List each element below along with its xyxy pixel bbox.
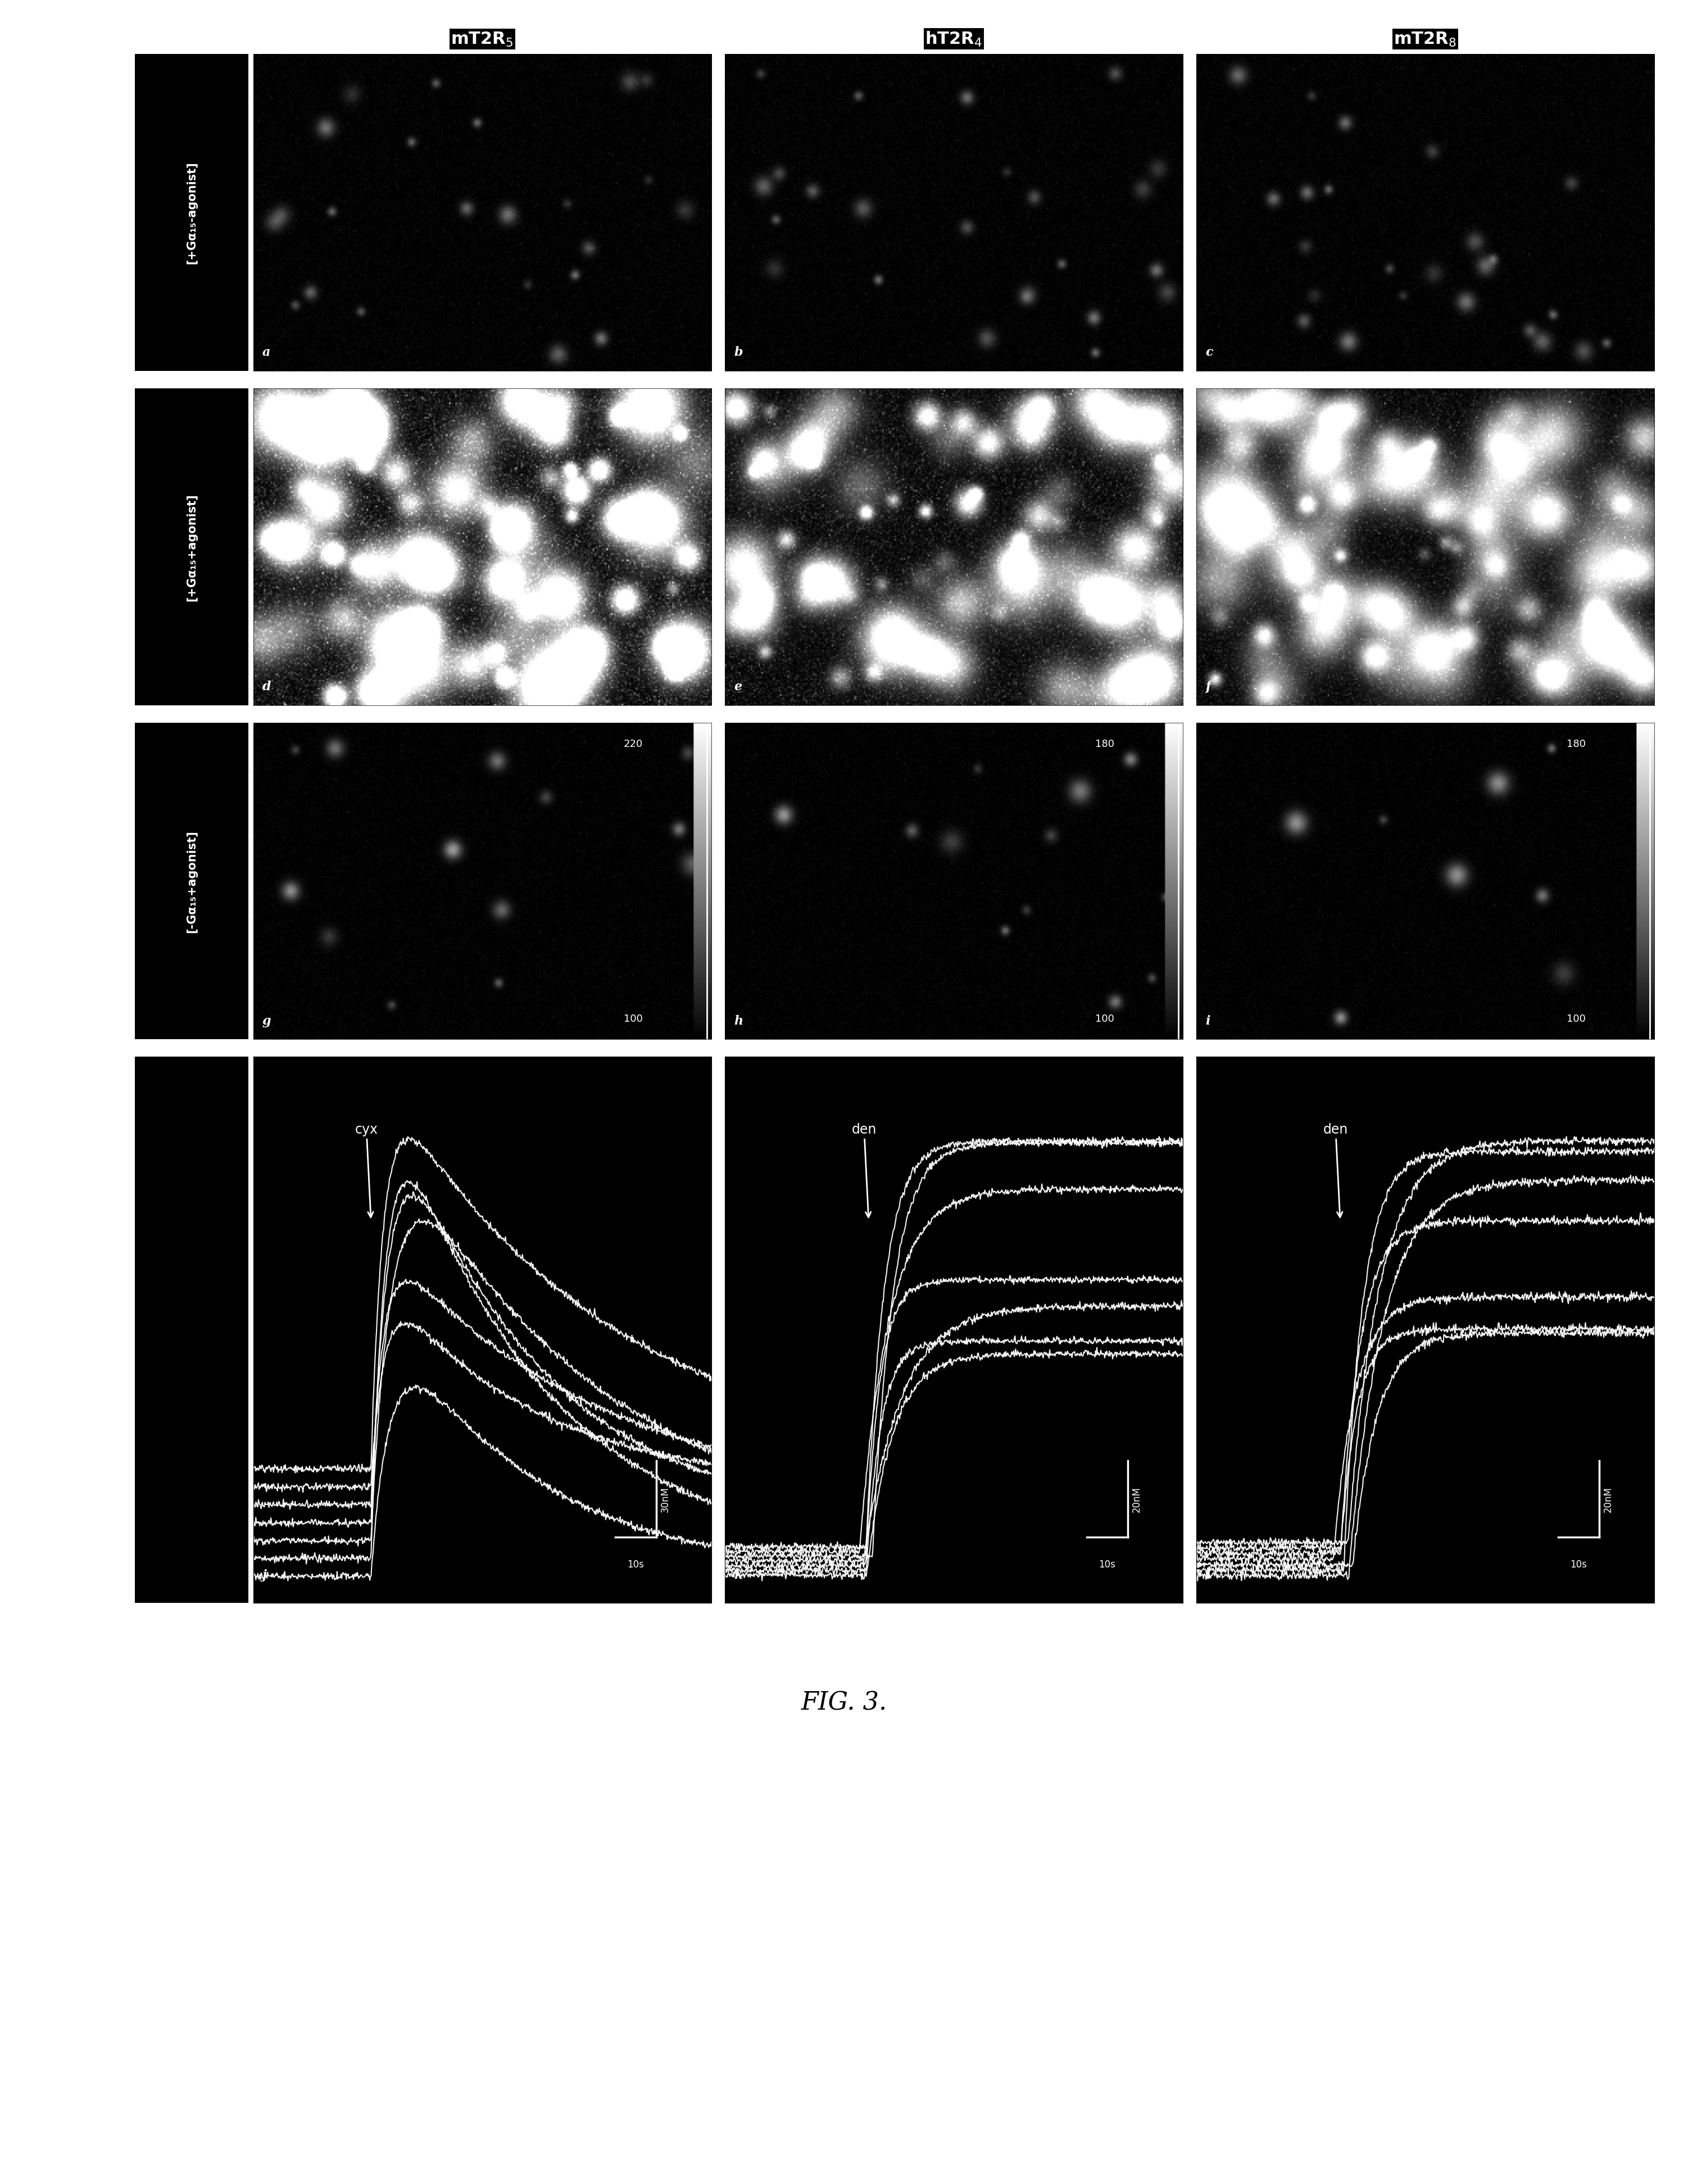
- Text: 10s: 10s: [1099, 1559, 1116, 1570]
- Text: FIG. 3.: FIG. 3.: [802, 1690, 886, 1714]
- Text: h: h: [734, 1016, 743, 1026]
- Text: 10s: 10s: [1570, 1559, 1587, 1570]
- Text: mT2R$_8$: mT2R$_8$: [1394, 31, 1457, 48]
- Text: den: den: [852, 1123, 876, 1216]
- Text: k: k: [734, 1568, 743, 1581]
- Text: mT2R$_5$: mT2R$_5$: [451, 31, 513, 48]
- Text: d: d: [262, 681, 272, 692]
- Text: 100: 100: [1096, 1013, 1114, 1024]
- Text: 180: 180: [1096, 738, 1114, 749]
- Text: g: g: [262, 1016, 272, 1026]
- Text: 220: 220: [623, 738, 643, 749]
- Text: i: i: [1205, 1016, 1210, 1026]
- Text: hT2R$_4$: hT2R$_4$: [925, 31, 982, 48]
- Text: 10s: 10s: [628, 1559, 645, 1570]
- Text: [+Gα₁₅+agonist]: [+Gα₁₅+agonist]: [186, 494, 197, 601]
- Text: den: den: [1323, 1123, 1349, 1216]
- Text: 20nM: 20nM: [1131, 1487, 1141, 1511]
- Text: b: b: [734, 347, 743, 358]
- Text: 100: 100: [1566, 1013, 1585, 1024]
- Text: 20nM: 20nM: [1604, 1487, 1614, 1511]
- Text: 100: 100: [623, 1013, 643, 1024]
- Text: j: j: [262, 1568, 267, 1581]
- Text: cyx: cyx: [354, 1123, 378, 1216]
- Text: f: f: [1205, 681, 1210, 692]
- Text: 30nM: 30nM: [660, 1487, 670, 1511]
- Text: 180: 180: [1566, 738, 1585, 749]
- Text: a: a: [262, 347, 270, 358]
- Text: [+Gα₁₅-agonist]: [+Gα₁₅-agonist]: [186, 162, 197, 264]
- Text: l: l: [1205, 1568, 1210, 1581]
- Text: [-Gα₁₅+agonist]: [-Gα₁₅+agonist]: [186, 830, 197, 933]
- Text: c: c: [1205, 347, 1214, 358]
- Text: e: e: [734, 681, 741, 692]
